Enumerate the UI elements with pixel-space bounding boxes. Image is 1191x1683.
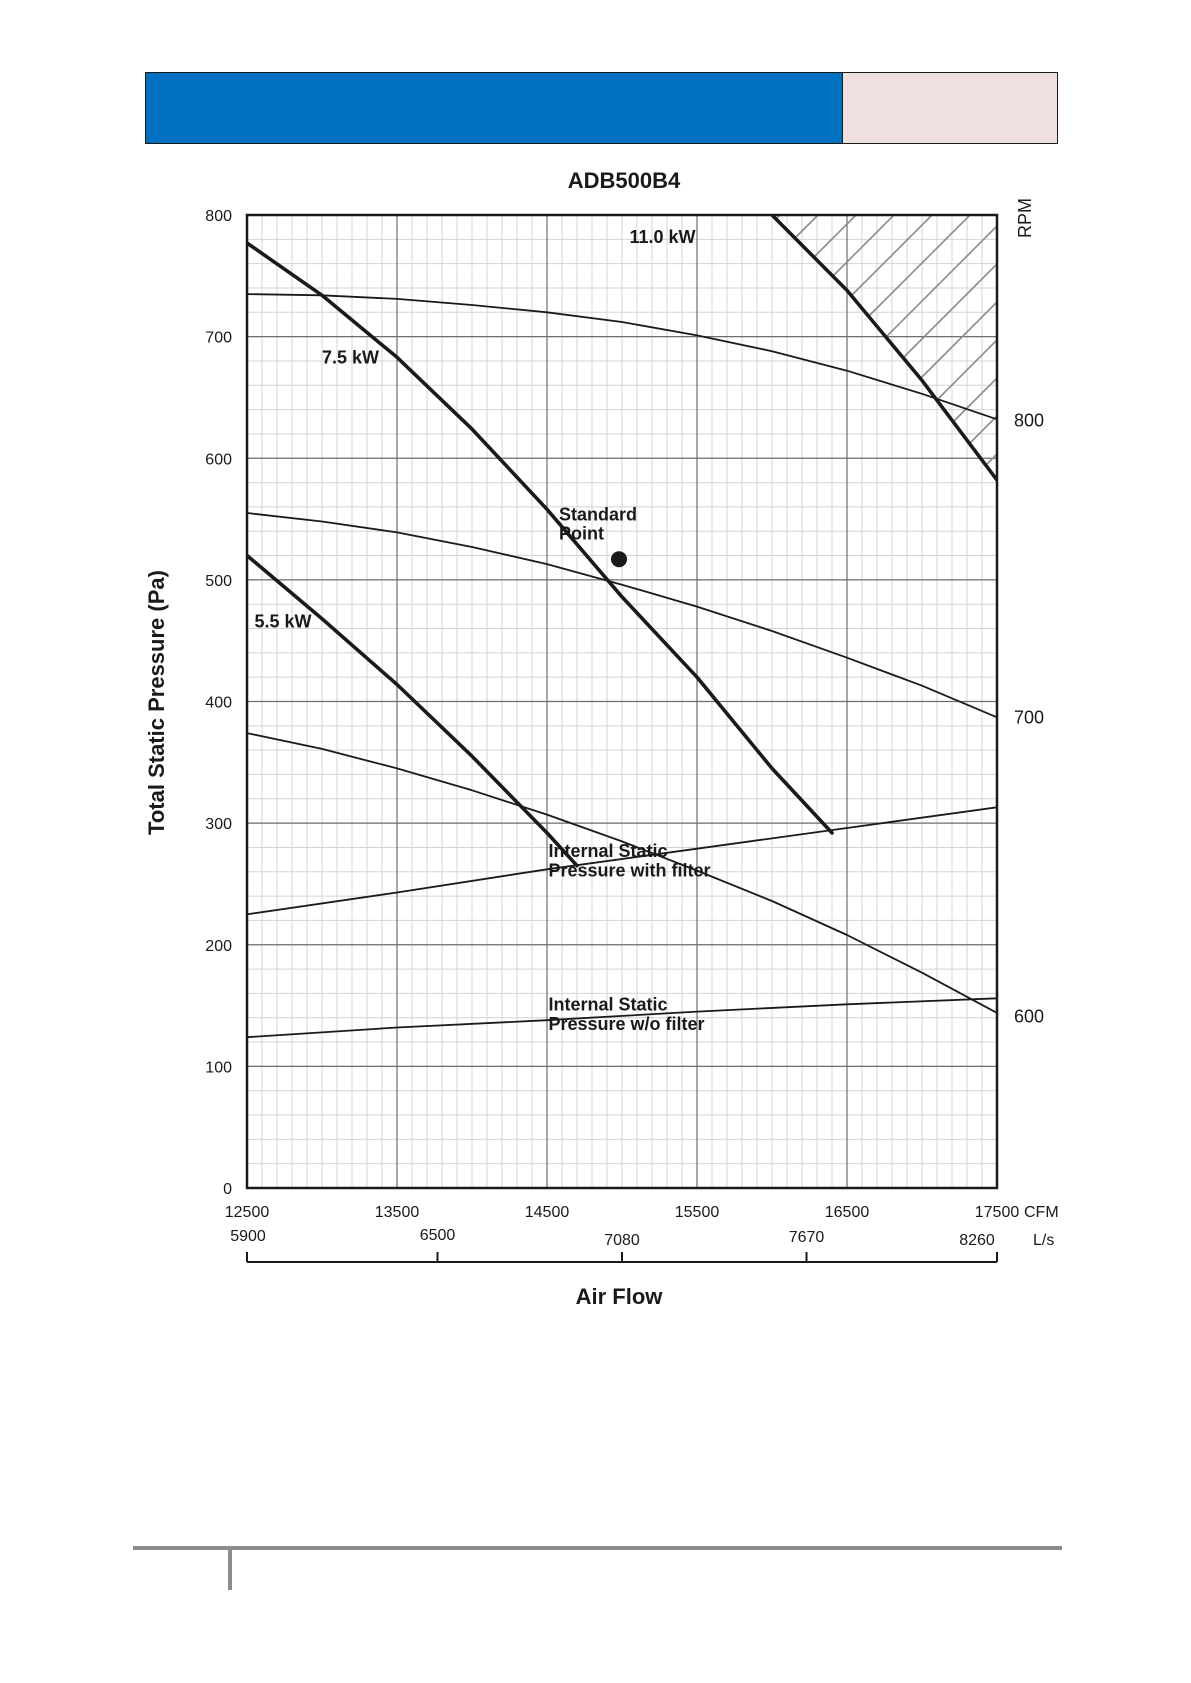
power-curve bbox=[247, 553, 579, 868]
curve-annotation: Internal Static bbox=[549, 841, 668, 861]
x-secondary-tick-label: 6500 bbox=[420, 1227, 456, 1244]
rpm-tick-label: 600 bbox=[1014, 1007, 1044, 1027]
hatch-line bbox=[936, 339, 997, 401]
rpm-curve bbox=[247, 732, 997, 1014]
system-curve bbox=[247, 806, 997, 916]
curve-annotation: 11.0 kW bbox=[630, 227, 696, 247]
y-tick-label: 0 bbox=[223, 1181, 232, 1198]
hatch-line bbox=[794, 215, 819, 239]
rpm-tick-label: 800 bbox=[1014, 411, 1044, 431]
curve-annotation: Pressure w/o filter bbox=[549, 1014, 705, 1034]
y-tick-label: 500 bbox=[205, 573, 232, 590]
hatch-line bbox=[868, 215, 971, 317]
header-band bbox=[145, 72, 1058, 144]
hatch-line bbox=[903, 263, 997, 358]
curve-annotation: Standard bbox=[559, 504, 637, 524]
rpm-axis-label: RPM bbox=[1015, 198, 1035, 238]
hatch-line bbox=[832, 215, 895, 277]
x-axis-label: Air Flow bbox=[576, 1284, 664, 1309]
hatch-line bbox=[920, 301, 997, 379]
x-tick-label: 16500 bbox=[825, 1204, 870, 1221]
y-tick-label: 600 bbox=[205, 451, 232, 468]
curves bbox=[247, 215, 997, 1039]
hatched-region bbox=[775, 215, 997, 466]
hatch-line bbox=[813, 215, 857, 258]
x-secondary-tick-label: 5900 bbox=[230, 1228, 266, 1245]
footer-rule bbox=[133, 1546, 1062, 1550]
curve-annotation: Internal Static bbox=[549, 994, 668, 1014]
x-secondary-tick-label: 8260 bbox=[959, 1232, 995, 1249]
hatch-line bbox=[885, 225, 997, 338]
plot-frame bbox=[245, 213, 999, 1190]
x-tick-label: 12500 bbox=[225, 1204, 270, 1221]
y-tick-label: 400 bbox=[205, 695, 232, 712]
footer-tick bbox=[228, 1548, 232, 1590]
rpm-tick-label: 700 bbox=[1014, 707, 1044, 727]
hatch-line bbox=[953, 377, 997, 422]
x-tick-label: 17500 bbox=[975, 1204, 1020, 1221]
system-curve bbox=[247, 997, 997, 1039]
standard-point-marker bbox=[611, 551, 627, 568]
power-curve bbox=[770, 215, 997, 482]
curve-annotation: Point bbox=[559, 524, 604, 544]
header-pink-panel bbox=[843, 73, 1057, 143]
y-axis-label: Total Static Pressure (Pa) bbox=[144, 570, 169, 835]
x-secondary-unit-label: L/s bbox=[1033, 1232, 1054, 1249]
hatch-line bbox=[851, 215, 933, 296]
power-curve bbox=[247, 241, 834, 835]
x-tick-label: 13500 bbox=[375, 1204, 420, 1221]
hatch-line bbox=[969, 415, 997, 444]
y-tick-label: 100 bbox=[205, 1059, 232, 1076]
hatch-line bbox=[985, 453, 997, 466]
y-tick-label: 700 bbox=[205, 330, 232, 347]
x-tick-label: 15500 bbox=[675, 1204, 720, 1221]
curve-annotation: Pressure with filter bbox=[549, 861, 711, 881]
y-tick-label: 200 bbox=[205, 938, 232, 955]
x-secondary-tick-label: 7080 bbox=[604, 1232, 640, 1249]
curve-annotation: 5.5 kW bbox=[255, 611, 312, 631]
rpm-curve bbox=[247, 293, 997, 421]
chart-title: ADB500B4 bbox=[568, 168, 681, 193]
rpm-curve bbox=[247, 512, 997, 719]
y-tick-label: 300 bbox=[205, 816, 232, 833]
y-tick-label: 800 bbox=[205, 208, 232, 225]
x-tick-label: 14500 bbox=[525, 1204, 570, 1221]
x-unit-label: CFM bbox=[1024, 1204, 1059, 1221]
curve-annotation: 7.5 kW bbox=[322, 347, 379, 367]
header-blue-panel bbox=[146, 73, 843, 143]
x-secondary-tick-label: 7670 bbox=[789, 1229, 825, 1246]
